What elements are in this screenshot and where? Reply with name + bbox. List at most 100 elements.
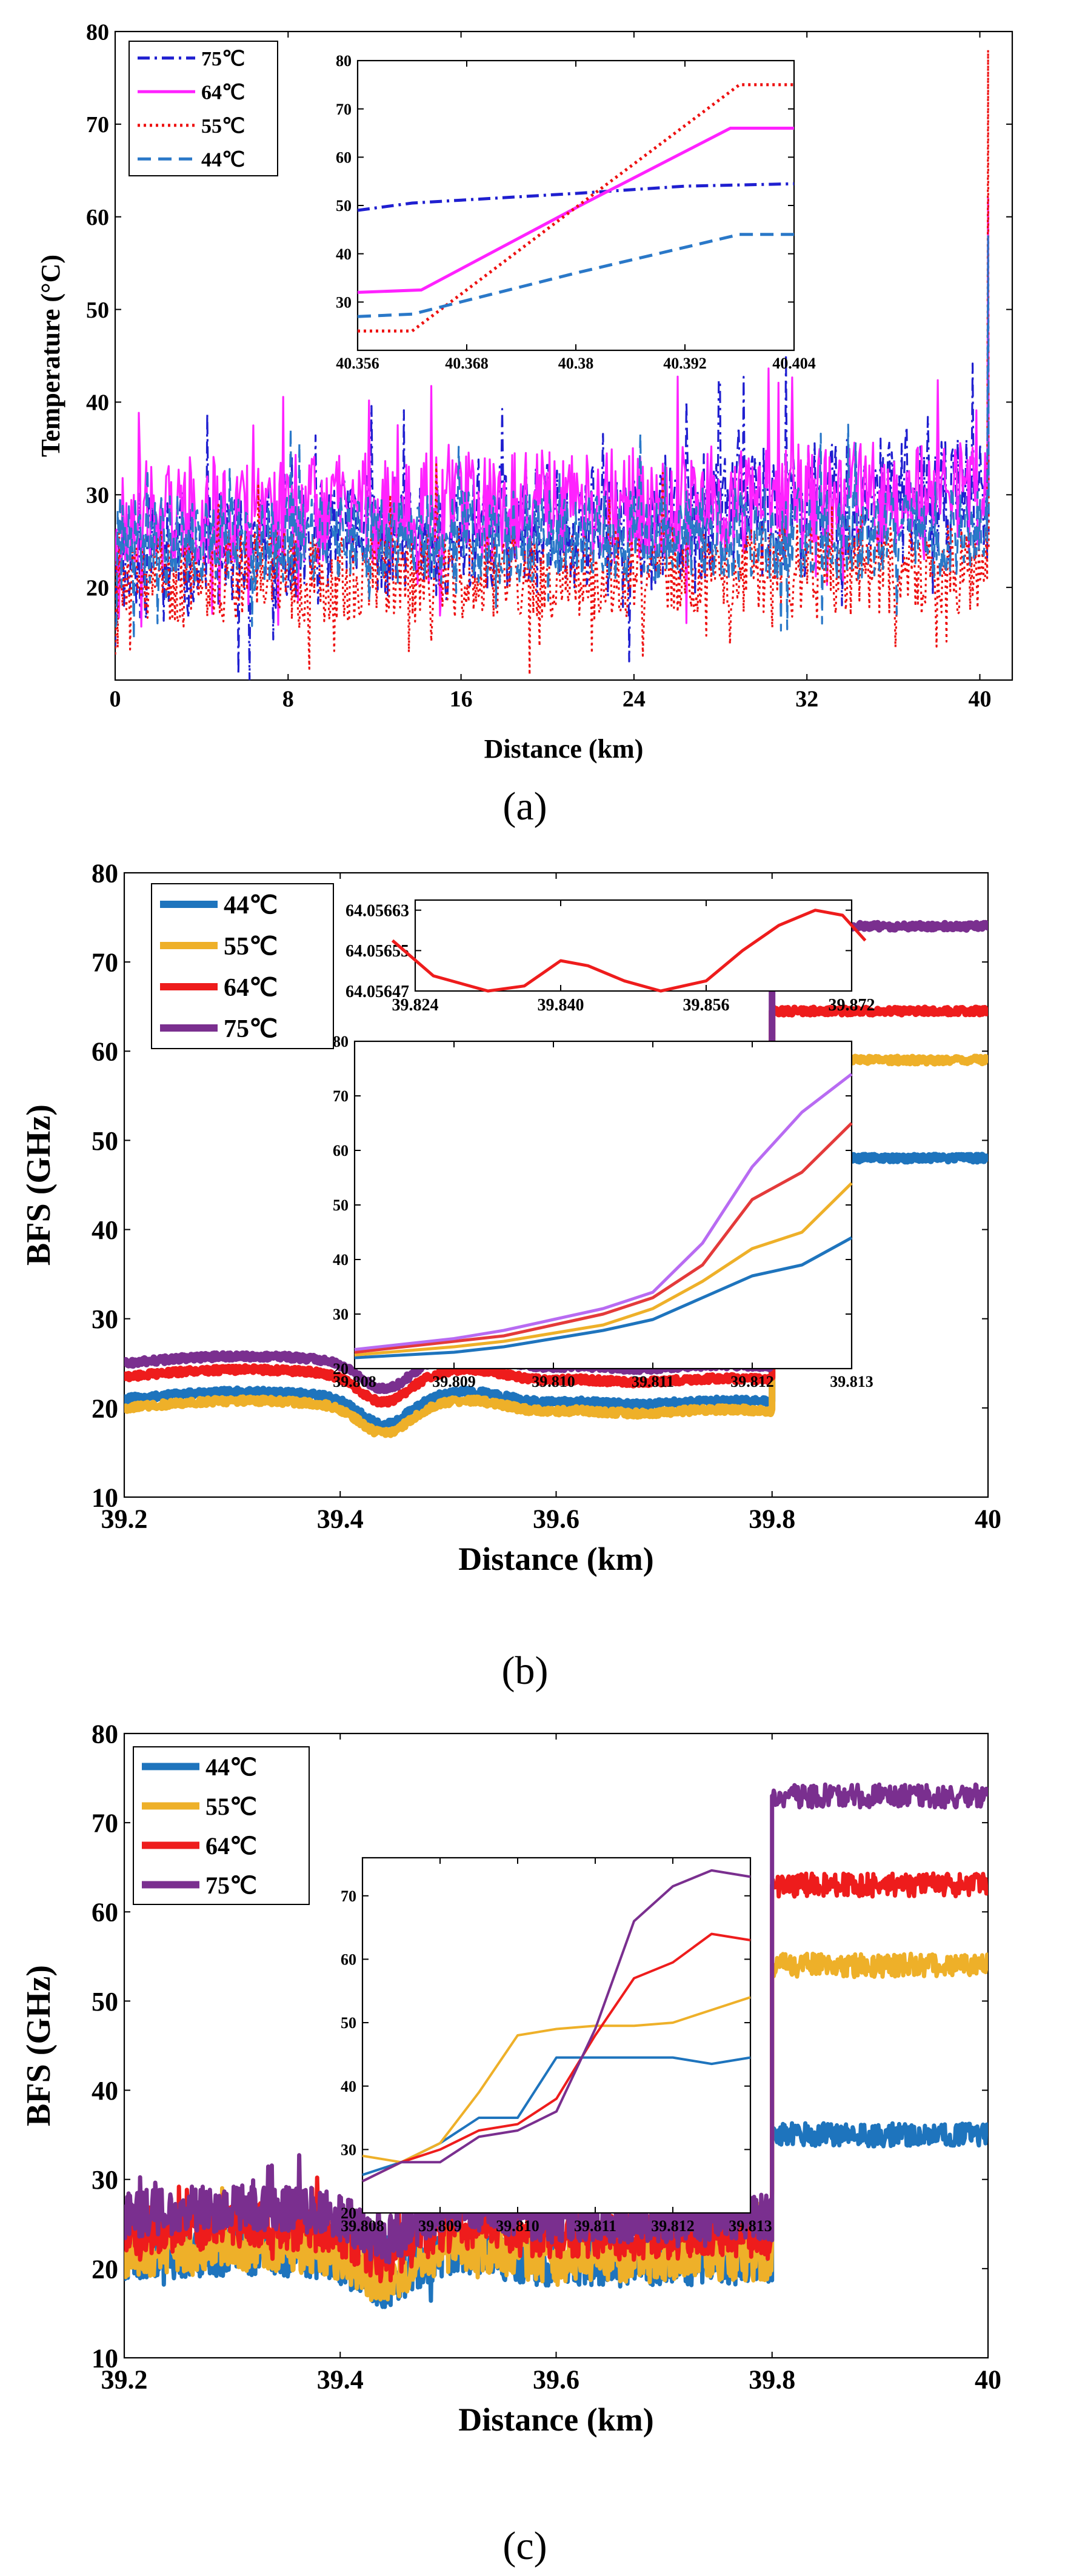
b-x-tick-label: 39.2 bbox=[101, 1504, 148, 1534]
b-inset-bottom-y-tick-label: 40 bbox=[333, 1251, 349, 1269]
panel-c-bfs-measured-chart: 39.2 39.4 39.6 39.8 40 10 20 30 40 50 60 70 80 Distan… bbox=[20, 1719, 1001, 2438]
c-legend-label: 44℃ bbox=[205, 1753, 257, 1781]
b-inset-bottom-y-tick-label: 20 bbox=[333, 1360, 349, 1378]
b-inset-bottom-y-tick-label: 60 bbox=[333, 1142, 349, 1160]
c-x-tick-label: 39.4 bbox=[317, 2365, 364, 2395]
c-y-tick-label: 20 bbox=[92, 2254, 118, 2284]
c-inset-x-tick-label: 39.808 bbox=[341, 2217, 384, 2235]
c-legend-box bbox=[133, 1746, 310, 1905]
c-inset-x-tick-label: 39.811 bbox=[574, 2217, 616, 2235]
b-x-tick-label: 40 bbox=[975, 1504, 1001, 1534]
c-inset-y-tick-label: 60 bbox=[341, 1951, 356, 1969]
c-inset-y-tick-label: 20 bbox=[341, 2204, 356, 2222]
c-legend-label: 75℃ bbox=[205, 1872, 257, 1899]
a-inset-x-tick-label: 40.404 bbox=[772, 355, 816, 372]
b-inset-top-x-tick-label: 39.840 bbox=[538, 996, 584, 1015]
c-inset-x-tick-label: 39.809 bbox=[418, 2217, 462, 2235]
b-y-tick-label: 10 bbox=[92, 1483, 118, 1512]
b-x-tick-label: 39.8 bbox=[749, 1504, 795, 1534]
b-inset-bottom-x-tick-label: 39.812 bbox=[730, 1373, 774, 1390]
a-plot-area bbox=[115, 49, 990, 680]
b-inset-bottom-x-tick-label: 39.810 bbox=[532, 1373, 575, 1390]
c-inset-y-tick-label: 30 bbox=[341, 2141, 356, 2158]
b-series-line bbox=[124, 1004, 988, 1408]
b-inset-top-x-tick-label: 39.872 bbox=[829, 996, 875, 1015]
b-y-axis-label: BFS (GHz) bbox=[20, 1104, 58, 1266]
b-inset-top-y-tick-label: 64.05647 bbox=[346, 983, 409, 1001]
b-inset-bottom-line bbox=[354, 1073, 853, 1351]
c-y-tick-label: 30 bbox=[92, 2165, 118, 2195]
a-legend-label: 64℃ bbox=[201, 81, 245, 104]
b-inset-top-line bbox=[391, 909, 867, 993]
c-series-line bbox=[124, 1782, 988, 2264]
panel-b-bfs-simulated-chart: 39.2 39.4 39.6 39.8 401020304050607080Distan… bbox=[20, 858, 1001, 1577]
a-y-tick-label: 40 bbox=[86, 390, 109, 416]
a-inset-y-tick-label: 50 bbox=[336, 197, 352, 215]
b-y-tick-label: 80 bbox=[92, 858, 118, 888]
c-y-tick-label: 40 bbox=[92, 2076, 118, 2106]
c-y-tick-label: 60 bbox=[92, 1898, 118, 1927]
c-x-tick-label: 39.2 bbox=[101, 2365, 148, 2395]
c-y-tick-label: 70 bbox=[92, 1809, 118, 1838]
c-legend-label: 55℃ bbox=[205, 1793, 257, 1820]
a-inset-series-line bbox=[357, 182, 795, 212]
a-y-tick-label: 20 bbox=[86, 575, 109, 601]
a-inset-x-tick-label: 40.38 bbox=[558, 355, 594, 372]
c-plot-area bbox=[124, 1782, 988, 2309]
b-legend-label: 55℃ bbox=[224, 933, 278, 961]
a-inset-x-tick-label: 40.356 bbox=[336, 355, 379, 372]
panel-a-temperature-chart: 0 8 16 24 32 40 20 30 40 50 60 70 80 Distance (km) Tem… bbox=[36, 19, 1013, 764]
b-inset-bottom-y-tick-label: 50 bbox=[333, 1196, 349, 1214]
a-x-axis-label: Distance (km) bbox=[484, 734, 644, 764]
c-inset-y-tick-label: 70 bbox=[341, 1887, 356, 1905]
c-series-line bbox=[124, 1952, 988, 2303]
a-y-tick-label: 80 bbox=[86, 19, 109, 45]
c-inset-y-tick-label: 50 bbox=[341, 2014, 356, 2032]
a-x-tick-label: 16 bbox=[450, 687, 473, 712]
a-x-tick-label: 0 bbox=[110, 687, 121, 712]
b-inset-top-y-tick-label: 64.05663 bbox=[346, 901, 409, 920]
b-y-tick-label: 40 bbox=[92, 1215, 118, 1245]
b-y-tick-label: 60 bbox=[92, 1037, 118, 1067]
a-inset-x-tick-label: 40.392 bbox=[663, 355, 707, 372]
a-x-tick-label: 8 bbox=[282, 687, 294, 712]
b-y-tick-label: 20 bbox=[92, 1393, 118, 1423]
a-y-tick-label: 30 bbox=[86, 483, 109, 509]
b-inset-bottom-line bbox=[354, 1236, 853, 1360]
panel-label-c: (c) bbox=[502, 2524, 547, 2568]
a-inset-y-tick-label: 80 bbox=[336, 52, 352, 70]
c-inset-x-tick-label: 39.810 bbox=[496, 2217, 539, 2235]
c-inset-background bbox=[362, 1858, 750, 2213]
b-inset-bottom-line bbox=[354, 1182, 853, 1356]
b-legend-label: 44℃ bbox=[224, 892, 278, 919]
b-inset-bottom-line bbox=[354, 1122, 853, 1354]
b-y-tick-label: 50 bbox=[92, 1126, 118, 1156]
b-x-tick-label: 39.4 bbox=[317, 1504, 364, 1534]
a-inset-y-tick-label: 60 bbox=[336, 148, 352, 166]
b-legend-label: 75℃ bbox=[224, 1015, 278, 1043]
c-inset-series-line bbox=[362, 1932, 751, 2183]
b-inset-bottom-y-tick-label: 70 bbox=[333, 1087, 349, 1105]
a-inset-series-line bbox=[357, 127, 794, 294]
b-x-axis-label: Distance (km) bbox=[458, 1541, 653, 1577]
b-inset-bottom-x-tick-label: 39.808 bbox=[333, 1373, 376, 1390]
a-y-tick-label: 70 bbox=[86, 112, 109, 138]
b-legend-label: 64℃ bbox=[224, 974, 278, 1002]
a-inset-y-tick-label: 70 bbox=[336, 101, 352, 118]
a-y-tick-label: 50 bbox=[86, 298, 109, 323]
c-inset-x-tick-label: 39.813 bbox=[729, 2217, 772, 2235]
c-y-tick-label: 80 bbox=[92, 1719, 118, 1749]
panel-label-a: (a) bbox=[502, 784, 547, 829]
c-legend-label: 64℃ bbox=[205, 1832, 257, 1860]
b-inset-bottom-x-tick-label: 39.811 bbox=[632, 1373, 674, 1390]
b-inset-top-background bbox=[415, 900, 852, 991]
a-y-axis-label: Temperature (°C) bbox=[36, 255, 65, 457]
b-inset-bottom-y-tick-label: 80 bbox=[333, 1033, 349, 1050]
c-x-tick-label: 40 bbox=[975, 2365, 1001, 2395]
c-inset-x-tick-label: 39.812 bbox=[651, 2217, 695, 2235]
a-inset-y-tick-label: 40 bbox=[336, 245, 352, 263]
a-x-tick-label: 32 bbox=[795, 687, 818, 712]
b-inset-bottom-x-tick-label: 39.813 bbox=[830, 1373, 873, 1390]
b-y-tick-label: 70 bbox=[92, 948, 118, 978]
